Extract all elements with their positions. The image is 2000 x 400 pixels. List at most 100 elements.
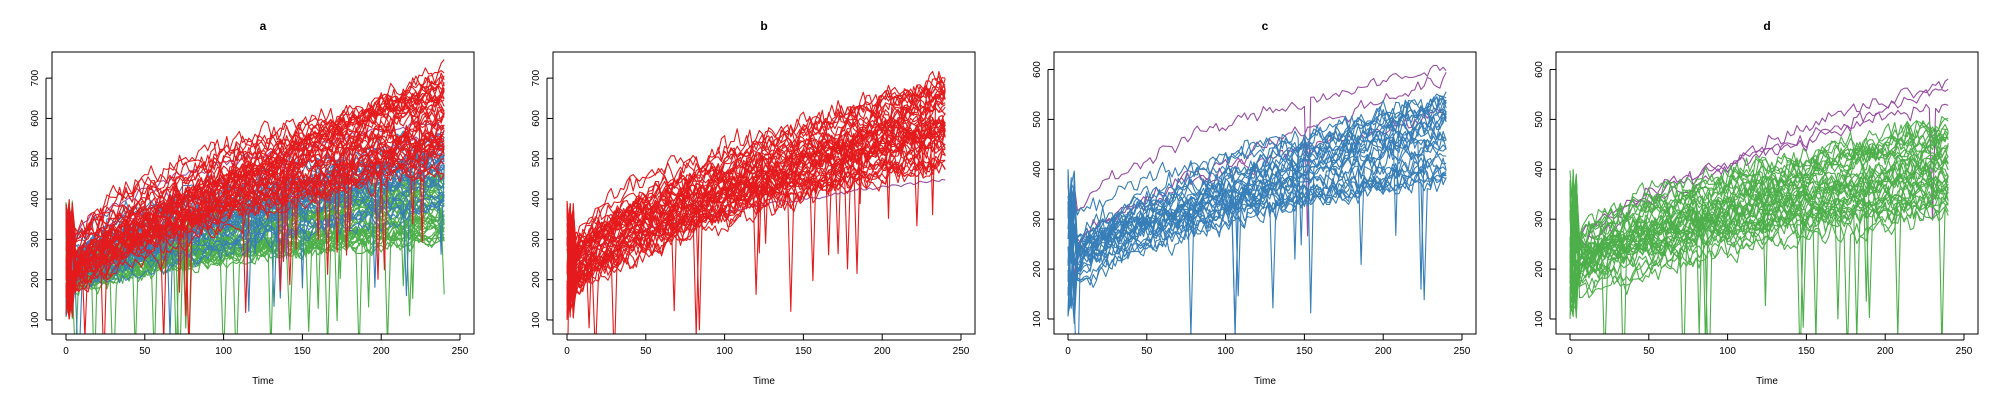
x-axis-label: Time — [1254, 376, 1276, 387]
y-tick-label: 700 — [30, 69, 41, 86]
x-tick-label: 250 — [953, 346, 970, 357]
x-tick-label: 50 — [139, 346, 151, 357]
series-line-red — [566, 130, 946, 268]
panel-c: c 0 50 100 150 200 250 100 200 300 400 500 600 Tim… — [1032, 19, 1477, 387]
series-line-blue — [1067, 152, 1447, 276]
series-line-blue — [1067, 110, 1447, 297]
x-axis-label: Time — [252, 376, 274, 387]
plot-frame — [1555, 51, 1979, 335]
y-tick-label: 200 — [30, 271, 41, 288]
plot-area — [1569, 78, 1949, 334]
series-line-red — [65, 106, 445, 313]
y-tick-label: 200 — [1534, 260, 1545, 277]
x-tick-label: 150 — [1296, 346, 1313, 357]
y-axis: 100 200 300 400 500 600 — [1032, 61, 1054, 327]
y-tick-label: 300 — [1534, 210, 1545, 227]
plot-frame — [552, 51, 976, 335]
y-axis: 100 200 300 400 500 600 700 — [30, 69, 52, 328]
y-tick-label: 100 — [1032, 310, 1043, 327]
x-tick-label: 0 — [1567, 346, 1573, 357]
series-line-red — [566, 89, 946, 318]
series-line-green — [1569, 127, 1949, 301]
series-line-red — [566, 119, 946, 290]
series-line-green — [1569, 180, 1949, 305]
series-line-green — [1569, 139, 1949, 292]
plot-frame — [51, 51, 475, 335]
y-tick-label: 400 — [1032, 161, 1043, 178]
x-tick-label: 250 — [1454, 346, 1471, 357]
series-line-red — [566, 136, 946, 304]
plot-area — [65, 59, 445, 334]
series-line-blue — [1067, 151, 1447, 301]
x-tick-label: 0 — [564, 346, 570, 357]
series-line-green — [1569, 153, 1949, 285]
series-line-red — [65, 147, 445, 292]
series-line-red — [566, 129, 946, 312]
series-line-red — [566, 84, 946, 318]
y-tick-label: 700 — [531, 69, 542, 86]
x-tick-label: 200 — [373, 346, 390, 357]
series-line-purple — [1569, 103, 1949, 254]
x-tick-label: 0 — [63, 346, 69, 357]
y-tick-label: 600 — [1032, 61, 1043, 78]
x-axis: 0 50 100 150 200 250 — [1065, 334, 1471, 357]
y-tick-label: 500 — [1534, 111, 1545, 128]
y-tick-label: 100 — [531, 311, 542, 328]
series-line-purple — [1067, 64, 1447, 240]
panel-title: a — [260, 19, 267, 33]
x-tick-label: 100 — [716, 346, 733, 357]
x-tick-label: 0 — [1065, 346, 1071, 357]
x-tick-label: 50 — [640, 346, 652, 357]
y-tick-label: 300 — [1032, 210, 1043, 227]
series-line-blue — [1067, 93, 1447, 308]
series-line-green — [1569, 152, 1949, 334]
series-line-red — [65, 112, 445, 306]
x-axis: 0 50 100 150 200 250 — [564, 334, 970, 357]
y-tick-label: 500 — [1032, 111, 1043, 128]
series-line-red — [566, 101, 946, 303]
series-line-green — [1569, 173, 1949, 312]
series-line-blue — [1067, 172, 1447, 301]
x-tick-label: 100 — [215, 346, 232, 357]
series-line-green — [1569, 118, 1949, 283]
y-tick-label: 300 — [531, 231, 542, 248]
y-axis: 100 200 300 400 500 600 700 — [531, 69, 553, 328]
y-tick-label: 100 — [30, 311, 41, 328]
x-axis-label: Time — [1756, 376, 1778, 387]
panel-title: c — [1262, 19, 1269, 33]
series-line-green — [1569, 201, 1949, 334]
series-line-red — [65, 142, 445, 313]
y-tick-label: 400 — [531, 190, 542, 207]
plot-frame — [1053, 51, 1477, 335]
x-tick-label: 200 — [1375, 346, 1392, 357]
y-tick-label: 300 — [30, 231, 41, 248]
series-line-blue — [1067, 142, 1447, 271]
series-line-red — [65, 91, 445, 280]
y-tick-label: 500 — [531, 150, 542, 167]
series-line-green — [1569, 184, 1949, 328]
x-tick-label: 150 — [294, 346, 311, 357]
series-line-blue — [1067, 98, 1447, 253]
panel-title: d — [1763, 19, 1770, 33]
y-tick-label: 500 — [30, 150, 41, 167]
series-line-red — [566, 80, 946, 274]
series-line-blue — [1067, 157, 1447, 330]
series-line-red — [566, 141, 946, 334]
series-line-blue — [1067, 91, 1447, 284]
series-line-red — [65, 148, 445, 294]
series-line-red — [566, 150, 946, 282]
series-line-red — [566, 148, 946, 302]
y-tick-label: 600 — [1534, 61, 1545, 78]
x-tick-label: 250 — [1956, 346, 1973, 357]
x-tick-label: 150 — [1798, 346, 1815, 357]
series-line-green — [1569, 183, 1949, 334]
y-tick-label: 600 — [30, 110, 41, 127]
panel-b: b 0 50 100 150 200 250 100200300400500600700 … — [531, 19, 976, 387]
panel-title: b — [760, 19, 767, 33]
x-tick-label: 200 — [874, 346, 891, 357]
plot-area — [1067, 64, 1447, 334]
x-axis: 0 50 100 150 200 250 — [1567, 334, 1973, 357]
x-tick-label: 100 — [1217, 346, 1234, 357]
series-line-blue — [1067, 106, 1447, 282]
